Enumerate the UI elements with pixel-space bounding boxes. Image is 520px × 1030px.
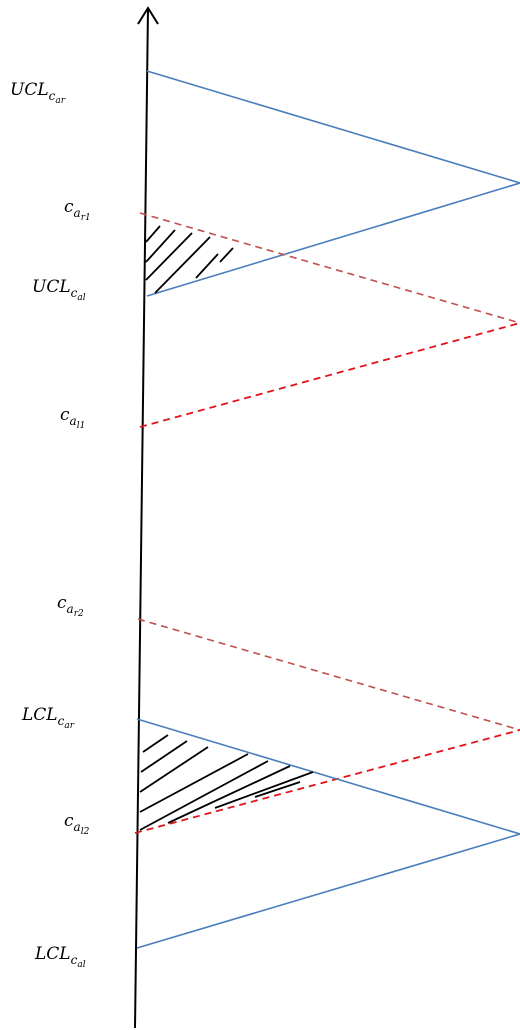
axis-arrowhead [137,6,159,25]
hatch-stroke [254,781,301,798]
upper-hatched-region [145,225,234,294]
lcl-cal-line [136,833,520,949]
hatch-stroke [139,746,209,793]
label-ucl-cal: UCLcal [32,277,86,303]
hatch-stroke [214,771,314,809]
ca-l2-line [134,729,520,834]
vertical-axis [134,7,149,1029]
ucl-car-line [146,70,520,184]
label-lcl-cal: LCLcal [34,944,86,970]
ucl-cal-line [146,182,520,297]
hatch-stroke [139,760,269,831]
hatch-stroke [219,247,234,263]
hatch-stroke [195,253,219,279]
hatch-stroke [154,236,211,294]
hatch-stroke [145,225,161,243]
ca-r1-line [139,212,520,324]
label-ca-r1: car1 [64,197,91,223]
hatch-stroke [140,740,188,773]
hatch-stroke [142,734,169,753]
hatch-stroke [145,232,193,281]
label-ucl-car: UCLcar [10,80,66,106]
lcl-car-line [136,718,520,835]
hatch-stroke [145,229,176,263]
ca-r2-line [137,618,520,731]
hatch-stroke [167,765,291,824]
label-lcl-car: LCLcar [21,705,75,731]
ca-l1-line [139,322,520,428]
lower-hatched-region [139,734,314,831]
label-ca-l1: cal1 [60,405,85,431]
label-ca-l2: cal2 [64,811,90,837]
label-ca-r2: car2 [57,593,84,619]
hatch-stroke [139,753,249,813]
